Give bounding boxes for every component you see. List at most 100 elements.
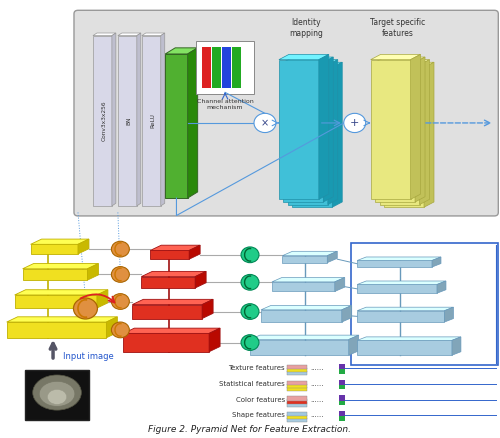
Polygon shape <box>250 339 348 355</box>
Bar <box>288 418 308 423</box>
Polygon shape <box>324 57 334 202</box>
Text: ......: ...... <box>310 365 324 371</box>
Polygon shape <box>137 33 141 206</box>
Polygon shape <box>284 57 334 62</box>
Polygon shape <box>370 54 420 60</box>
Polygon shape <box>288 65 328 205</box>
Polygon shape <box>384 67 424 207</box>
Polygon shape <box>357 307 454 311</box>
Polygon shape <box>165 54 188 198</box>
Polygon shape <box>189 245 200 259</box>
Polygon shape <box>132 304 202 318</box>
Polygon shape <box>142 277 195 288</box>
Polygon shape <box>335 278 344 291</box>
Circle shape <box>241 335 259 350</box>
Polygon shape <box>380 60 430 65</box>
Polygon shape <box>415 57 425 202</box>
Polygon shape <box>272 278 344 282</box>
Text: Target specific
features: Target specific features <box>370 18 426 38</box>
Polygon shape <box>292 67 333 207</box>
Polygon shape <box>292 62 342 67</box>
Ellipse shape <box>32 375 82 410</box>
Polygon shape <box>357 311 444 322</box>
Polygon shape <box>375 57 425 62</box>
Circle shape <box>112 322 130 338</box>
Text: ......: ...... <box>310 397 324 403</box>
Polygon shape <box>132 299 213 304</box>
Text: ......: ...... <box>310 381 324 387</box>
Polygon shape <box>6 317 117 322</box>
Circle shape <box>74 298 98 319</box>
Polygon shape <box>142 35 161 206</box>
Polygon shape <box>78 239 89 254</box>
Ellipse shape <box>39 381 75 406</box>
Bar <box>288 412 308 417</box>
Polygon shape <box>380 65 420 205</box>
Bar <box>339 364 344 374</box>
Polygon shape <box>357 261 432 267</box>
Polygon shape <box>165 48 198 54</box>
Polygon shape <box>97 290 108 308</box>
Polygon shape <box>384 62 434 67</box>
Text: Statistical features: Statistical features <box>219 381 285 387</box>
Bar <box>24 370 90 420</box>
Bar <box>288 381 308 385</box>
Bar <box>339 369 344 374</box>
Bar <box>288 399 308 404</box>
FancyBboxPatch shape <box>196 41 254 94</box>
Bar <box>288 396 308 401</box>
Bar <box>339 411 344 421</box>
Text: Figure 2. Pyramid Net for Feature Extraction.: Figure 2. Pyramid Net for Feature Extrac… <box>148 425 352 434</box>
Polygon shape <box>22 264 99 269</box>
Circle shape <box>112 293 130 309</box>
Bar <box>288 365 308 369</box>
Text: Input image: Input image <box>63 352 114 361</box>
Polygon shape <box>437 281 446 293</box>
Polygon shape <box>284 62 324 202</box>
Bar <box>339 417 344 421</box>
Polygon shape <box>432 257 441 267</box>
Bar <box>339 396 344 405</box>
Polygon shape <box>357 257 441 261</box>
Circle shape <box>344 113 365 133</box>
Polygon shape <box>424 62 434 207</box>
Polygon shape <box>14 290 108 295</box>
Text: ......: ...... <box>310 413 324 418</box>
Text: BN: BN <box>127 117 132 125</box>
Polygon shape <box>319 54 329 199</box>
Polygon shape <box>118 33 141 35</box>
Circle shape <box>112 241 130 257</box>
Polygon shape <box>357 285 437 293</box>
Polygon shape <box>112 33 116 206</box>
Polygon shape <box>250 335 358 339</box>
Polygon shape <box>279 60 319 199</box>
Bar <box>339 380 344 389</box>
Polygon shape <box>370 60 410 199</box>
Polygon shape <box>357 281 446 285</box>
Circle shape <box>241 247 259 263</box>
Polygon shape <box>328 60 338 205</box>
Polygon shape <box>93 35 112 206</box>
Polygon shape <box>22 269 88 280</box>
Text: Conv3x3x256: Conv3x3x256 <box>102 100 107 141</box>
Polygon shape <box>160 33 164 206</box>
Polygon shape <box>375 62 415 202</box>
Polygon shape <box>88 264 99 280</box>
Polygon shape <box>282 256 328 263</box>
Polygon shape <box>342 305 351 322</box>
Polygon shape <box>142 272 206 277</box>
Polygon shape <box>348 335 358 355</box>
Polygon shape <box>202 299 213 318</box>
Text: Color features: Color features <box>236 397 285 403</box>
Polygon shape <box>452 337 461 355</box>
Bar <box>288 387 308 391</box>
Circle shape <box>241 304 259 319</box>
Polygon shape <box>209 328 220 352</box>
Polygon shape <box>118 35 137 206</box>
Polygon shape <box>420 60 430 205</box>
Text: Texture features: Texture features <box>228 365 285 371</box>
Polygon shape <box>444 307 454 322</box>
Polygon shape <box>124 328 220 333</box>
Circle shape <box>241 275 259 290</box>
Polygon shape <box>195 272 206 288</box>
